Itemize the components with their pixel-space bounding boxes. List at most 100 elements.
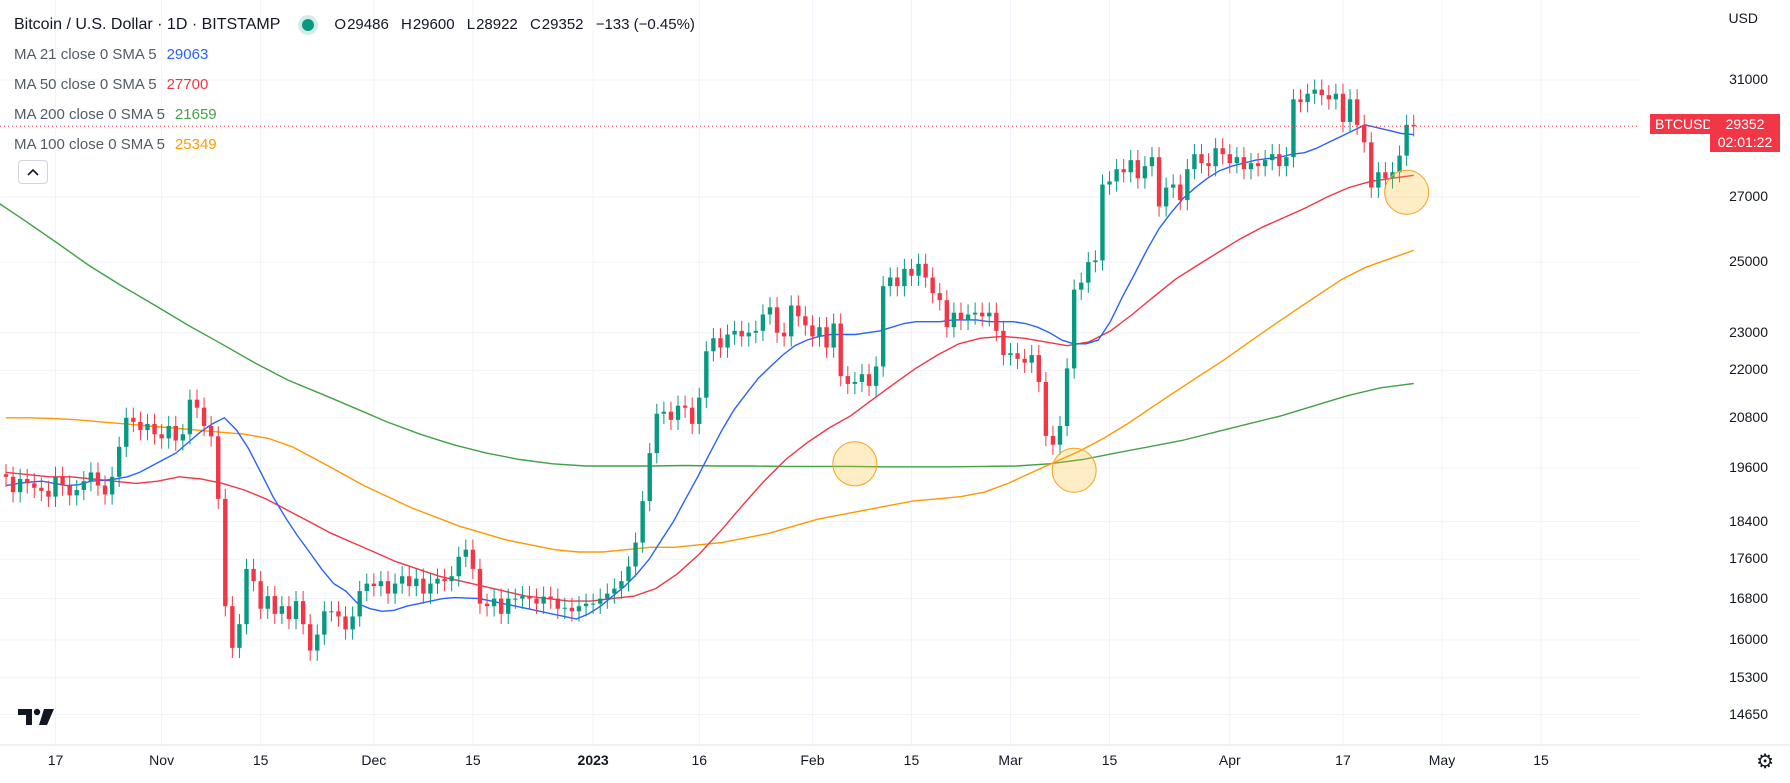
candle-body xyxy=(74,489,79,496)
candle-body xyxy=(265,596,270,609)
candle-body xyxy=(286,606,292,620)
candle-body xyxy=(1128,160,1133,173)
candle-body xyxy=(428,583,433,594)
close-value: 29352 xyxy=(541,16,584,33)
time-tick-label: 17 xyxy=(1335,752,1351,768)
candle-body xyxy=(53,476,58,497)
candle-body xyxy=(1241,157,1247,170)
candle-body xyxy=(1043,381,1049,436)
highlight-circle xyxy=(1051,447,1097,493)
candle-body xyxy=(46,490,51,497)
candle-body xyxy=(930,277,935,294)
candle-body xyxy=(102,485,108,495)
candle-body xyxy=(1369,142,1374,188)
ma-label: MA 100 close 0 SMA 5 xyxy=(14,136,165,153)
candle-body xyxy=(470,549,476,569)
candle-body xyxy=(17,478,23,493)
ma-legend-row[interactable]: MA 21 close 0 SMA 5 29063 xyxy=(14,40,703,70)
candle-body xyxy=(1319,89,1324,96)
candle-body xyxy=(329,611,334,613)
symbol-title[interactable]: Bitcoin / U.S. Dollar · 1D · BITSTAMP xyxy=(14,16,281,33)
time-tick-label: 15 xyxy=(1533,752,1549,768)
candle-body xyxy=(1262,160,1268,167)
candle-body xyxy=(753,330,759,333)
candle-body xyxy=(95,472,101,486)
ma-value: 27700 xyxy=(166,76,209,93)
candle-body xyxy=(1057,425,1063,445)
candle-body xyxy=(1255,163,1261,167)
time-tick-label: Nov xyxy=(149,752,175,768)
collapse-legend-button[interactable] xyxy=(18,160,48,184)
candle-body xyxy=(689,407,695,424)
price-tick-label: 20800 xyxy=(1729,408,1768,425)
highlight-markers xyxy=(832,169,1430,493)
candle-body xyxy=(456,556,461,577)
candle-body xyxy=(315,634,320,651)
candle-body xyxy=(138,421,143,431)
candle-body xyxy=(824,327,829,348)
candle-body xyxy=(293,601,299,620)
candle-body xyxy=(1001,330,1006,356)
price-tick-label: 23000 xyxy=(1729,323,1768,340)
candle-body xyxy=(378,581,384,587)
candle-body xyxy=(513,598,518,600)
candle-body xyxy=(399,576,405,584)
candle-body xyxy=(718,338,723,348)
candle-body xyxy=(124,417,129,447)
candle-body xyxy=(1185,169,1190,201)
candle-body xyxy=(810,325,815,337)
candle-body xyxy=(1404,124,1409,156)
candle-body xyxy=(491,598,497,607)
candle-body xyxy=(895,277,900,287)
candle-body xyxy=(1142,166,1148,179)
candle-body xyxy=(859,374,865,382)
candle-body xyxy=(1135,160,1141,179)
candle-body xyxy=(272,596,278,614)
candle-body xyxy=(498,598,504,614)
candle-body xyxy=(725,334,730,348)
time-tick-label: 15 xyxy=(252,752,269,768)
candle-body xyxy=(1361,124,1367,143)
gear-icon[interactable]: ⚙ xyxy=(1756,751,1774,773)
candle-body xyxy=(654,413,659,454)
candle-body xyxy=(449,576,454,582)
price-tick-label: 16000 xyxy=(1729,630,1768,647)
candle-body xyxy=(1234,157,1240,164)
candle-body xyxy=(1227,154,1232,164)
candle-body xyxy=(1354,99,1360,125)
candle-body xyxy=(307,624,313,651)
last-price-value: 29352 xyxy=(1725,116,1765,132)
moving-average-lines xyxy=(0,124,1414,620)
candle-body xyxy=(201,407,207,426)
candle-body xyxy=(746,332,751,337)
candle-body xyxy=(1347,99,1353,122)
tradingview-logo-icon[interactable] xyxy=(18,707,56,732)
grid-lines xyxy=(0,0,1641,745)
ma-legend-row[interactable]: MA 100 close 0 SMA 5 25349 xyxy=(14,130,703,160)
ma-legend-row[interactable]: MA 200 close 0 SMA 5 21659 xyxy=(14,100,703,130)
price-tick-label: 18400 xyxy=(1729,512,1768,529)
low-value: 28922 xyxy=(476,16,518,33)
candle-body xyxy=(1156,157,1162,207)
candle-body xyxy=(944,300,950,328)
candle-body xyxy=(39,487,44,491)
candle-body xyxy=(159,434,164,439)
candle-body xyxy=(583,603,589,607)
ma-legend-row[interactable]: MA 50 close 0 SMA 5 27700 xyxy=(14,70,703,100)
candle-body xyxy=(81,481,87,490)
candle-body xyxy=(760,314,766,331)
chart-legend: Bitcoin / U.S. Dollar · 1D · BITSTAMP O2… xyxy=(14,10,703,160)
candle-body xyxy=(1008,353,1013,356)
candle-body xyxy=(1270,154,1275,161)
candle-body xyxy=(109,476,115,495)
candle-body xyxy=(10,476,16,493)
price-tick-label: 25000 xyxy=(1729,253,1768,270)
candle-body xyxy=(1114,169,1119,182)
time-tick-label: Feb xyxy=(800,752,825,768)
currency-selector[interactable]: USD xyxy=(1728,10,1758,26)
candle-body xyxy=(1071,289,1077,369)
candle-body xyxy=(711,338,716,352)
candle-body xyxy=(237,624,242,648)
candle-body xyxy=(1163,187,1169,207)
